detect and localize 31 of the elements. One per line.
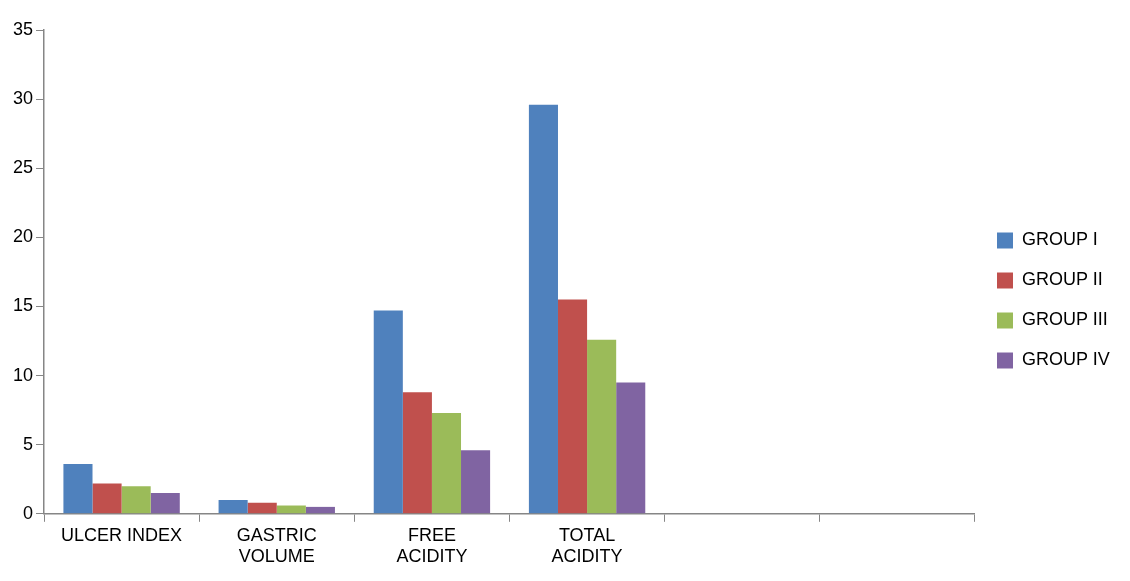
bar: [121, 486, 151, 514]
bar: [247, 502, 277, 514]
legend-label: GROUP II: [1021, 269, 1103, 290]
bar: [63, 464, 93, 514]
bar: [373, 310, 403, 514]
bar: [616, 382, 646, 514]
y-tick-label: 20: [12, 226, 34, 247]
bar: [587, 339, 617, 514]
y-tick-label: 15: [12, 295, 34, 316]
x-tick-label: TOTAL ACIDITY: [551, 524, 623, 567]
x-tick-label: ULCER INDEX: [61, 524, 183, 545]
bar: [218, 499, 248, 514]
y-tick-label: 30: [12, 88, 34, 109]
bar: [150, 493, 180, 514]
bar: [528, 104, 558, 514]
bar: [402, 392, 432, 514]
legend-label: GROUP III: [1021, 309, 1108, 330]
bar: [461, 450, 491, 514]
y-tick-label: 10: [12, 364, 34, 385]
legend-label: GROUP IV: [1021, 349, 1110, 370]
y-tick-label: 5: [23, 433, 34, 454]
y-tick-label: 0: [23, 502, 34, 523]
bar: [431, 412, 462, 514]
bar: [557, 299, 588, 514]
bar: [305, 506, 335, 514]
x-tick-label: GASTRIC VOLUME: [236, 524, 317, 567]
y-tick-label: 35: [12, 18, 34, 39]
legend-label: GROUP I: [1021, 229, 1098, 250]
bar: [92, 483, 122, 514]
x-tick-label: FREE ACIDITY: [396, 524, 468, 567]
y-tick-label: 25: [12, 157, 34, 178]
